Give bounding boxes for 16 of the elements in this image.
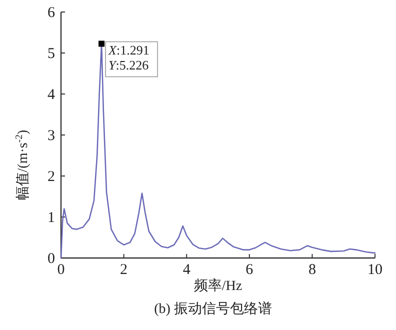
annotation: Y:5.226 [108,58,150,73]
x-axis-title: 频率/Hz [194,278,242,294]
y-tick-label: 0 [48,251,55,267]
y-tick-label: 4 [48,87,56,103]
y-tick-label: 1 [48,210,55,226]
x-tick-label: 8 [308,262,316,278]
y-tick-label: 2 [48,169,55,185]
y-tick-label: 5 [48,46,55,62]
x-tick-label: 4 [182,262,191,278]
x-tick-label: 2 [120,262,128,278]
y-tick-label: 3 [48,128,55,144]
y-tick-label: 6 [48,5,56,21]
text: (b) 振动信号包络谱 [154,301,272,317]
annotation: X:1.291 [108,42,150,58]
x-tick-label: 10 [368,262,382,278]
x-tick-label: 6 [246,262,254,278]
